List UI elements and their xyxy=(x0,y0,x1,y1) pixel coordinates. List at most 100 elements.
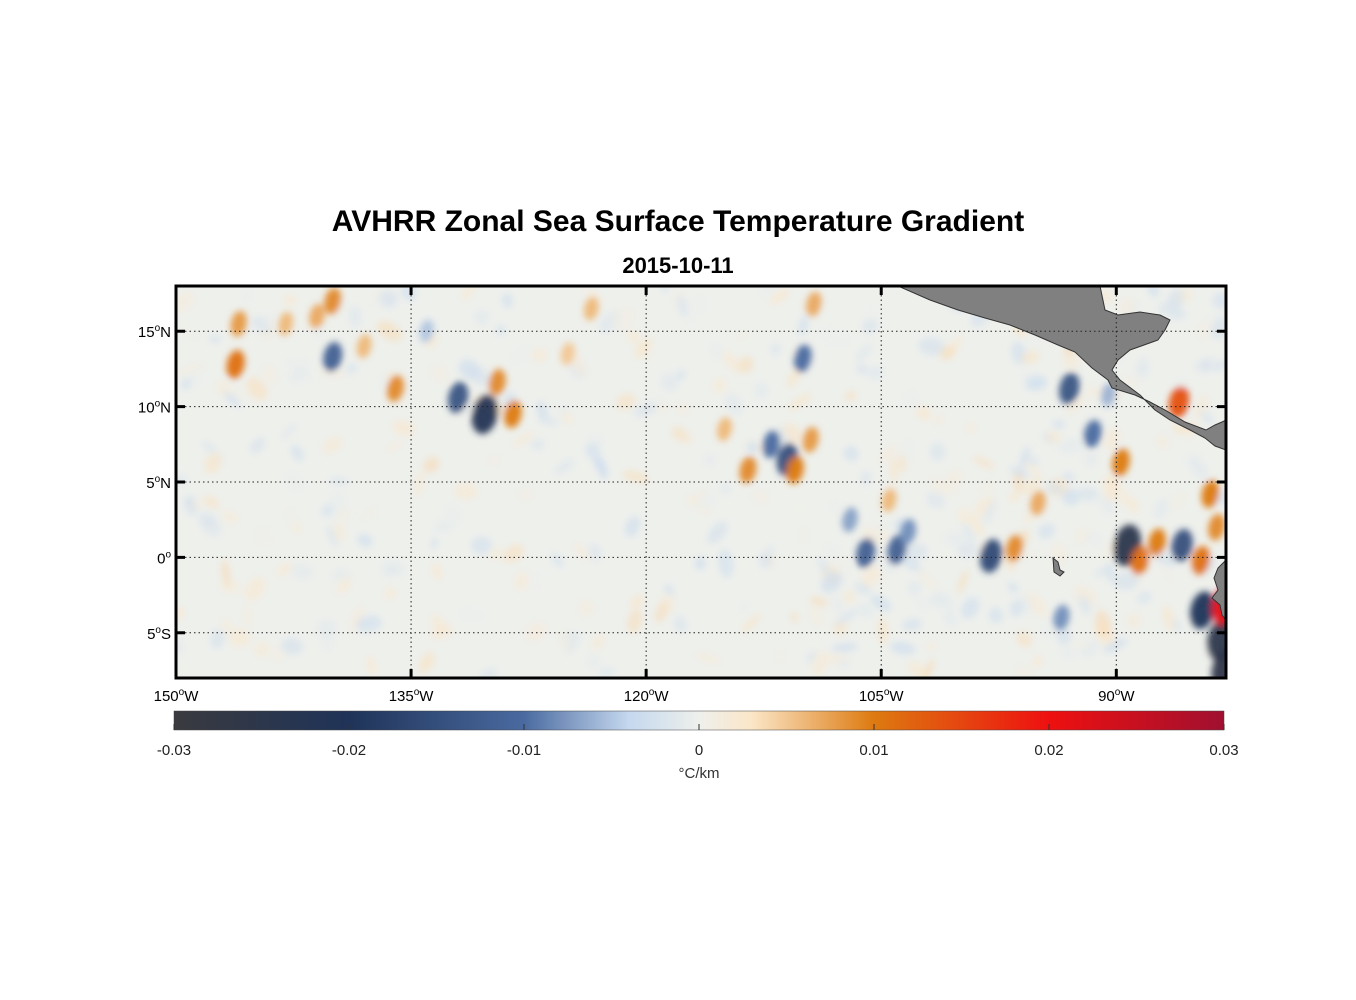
background-speckle xyxy=(596,454,607,481)
background-speckle xyxy=(798,525,810,545)
background-speckle xyxy=(1060,645,1076,659)
background-speckle xyxy=(525,569,542,592)
background-speckle xyxy=(358,505,380,522)
gradient-anomaly xyxy=(447,381,469,414)
gradient-anomaly xyxy=(504,400,522,429)
background-speckle xyxy=(514,571,530,591)
background-speckle xyxy=(189,499,203,511)
background-speckle xyxy=(1126,613,1142,629)
colorbar-ticks: -0.03 -0.02 -0.01 0 0.01 0.02 0.03 xyxy=(157,724,1239,759)
background-speckle xyxy=(1026,376,1047,391)
background-speckle xyxy=(842,589,856,604)
gradient-anomaly xyxy=(1211,648,1226,678)
background-speckle xyxy=(176,607,185,620)
background-speckle xyxy=(332,521,347,542)
background-speckle xyxy=(977,479,997,496)
background-speckle xyxy=(707,521,728,544)
background-speckle xyxy=(837,657,850,670)
background-speckle xyxy=(818,557,833,581)
background-speckle xyxy=(754,382,768,399)
background-speckle xyxy=(1016,597,1033,614)
background-speckle xyxy=(676,402,690,416)
background-speckle xyxy=(922,659,935,678)
background-speckle xyxy=(691,295,709,314)
background-speckle xyxy=(250,437,265,454)
gradient-anomaly xyxy=(1112,448,1130,477)
background-speckle xyxy=(348,305,362,328)
background-speckle xyxy=(673,615,688,634)
background-speckle xyxy=(1043,625,1058,639)
background-speckle xyxy=(418,652,435,674)
background-speckle xyxy=(725,393,743,415)
gradient-anomaly xyxy=(794,344,812,373)
background-speckle xyxy=(629,594,645,609)
background-speckle xyxy=(1057,438,1086,454)
background-speckle xyxy=(908,661,928,678)
gradient-anomaly xyxy=(488,369,506,396)
gradient-anomaly xyxy=(309,303,325,329)
background-speckle xyxy=(831,595,845,614)
gradient-anomaly xyxy=(1059,372,1080,405)
background-speckle xyxy=(1196,320,1212,340)
background-speckle xyxy=(1078,595,1092,615)
background-speckle xyxy=(455,608,483,621)
background-speckle xyxy=(291,522,302,534)
background-speckle xyxy=(423,457,440,473)
background-speckle xyxy=(970,515,984,537)
background-speckle xyxy=(915,406,932,421)
background-speckle xyxy=(627,609,643,634)
background-speckle xyxy=(1004,555,1015,572)
background-speckle xyxy=(322,436,343,454)
background-speckle xyxy=(288,369,304,383)
background-speckle xyxy=(822,304,835,313)
lon-label: 90oW xyxy=(1098,687,1135,705)
background-speckle xyxy=(1103,638,1128,653)
background-speckle xyxy=(204,453,222,474)
background-speckle xyxy=(664,584,674,596)
longitude-labels: 150oW 135oW 120oW 105oW 90oW xyxy=(154,687,1136,705)
background-speckle xyxy=(474,309,489,325)
background-speckle xyxy=(677,294,689,317)
background-speckle xyxy=(1118,298,1135,316)
background-speckle xyxy=(904,390,920,404)
background-speckle xyxy=(357,534,373,547)
background-speckle xyxy=(1016,631,1033,648)
background-speckle xyxy=(722,351,743,373)
background-speckle xyxy=(512,431,535,448)
gradient-anomaly xyxy=(226,350,245,379)
background-speckle xyxy=(939,345,956,361)
background-speckle xyxy=(656,401,669,413)
background-speckle xyxy=(276,562,292,577)
background-speckle xyxy=(430,537,438,549)
background-speckle xyxy=(285,472,305,493)
background-speckle xyxy=(281,505,297,520)
lat-label: 15oN xyxy=(138,323,171,341)
gradient-anomaly xyxy=(419,319,434,343)
background-speckle xyxy=(1211,312,1226,319)
background-speckle xyxy=(566,632,581,654)
background-speckle xyxy=(331,642,341,655)
background-speckle xyxy=(221,559,231,588)
background-speckle xyxy=(326,525,338,547)
background-speckle xyxy=(210,629,225,649)
background-speckle xyxy=(695,556,706,570)
background-speckle xyxy=(611,307,636,328)
background-speckle xyxy=(1022,512,1035,524)
background-speckle xyxy=(349,605,365,631)
background-speckle xyxy=(666,481,680,503)
lon-label: 120oW xyxy=(624,687,670,705)
background-speckle xyxy=(531,439,545,450)
background-speckle xyxy=(929,593,951,607)
background-speckle xyxy=(741,613,761,633)
gradient-anomaly xyxy=(1208,513,1226,541)
background-speckle xyxy=(738,356,754,373)
gradient-anomaly xyxy=(583,296,599,321)
gradient-anomaly xyxy=(1005,534,1023,562)
background-speckle xyxy=(712,377,727,393)
background-speckle xyxy=(1094,566,1110,577)
gradient-anomalies xyxy=(176,286,1226,678)
background-speckle xyxy=(1066,396,1087,414)
background-speckle xyxy=(280,637,303,655)
background-speckle xyxy=(758,552,772,569)
background-speckle xyxy=(1116,487,1129,506)
